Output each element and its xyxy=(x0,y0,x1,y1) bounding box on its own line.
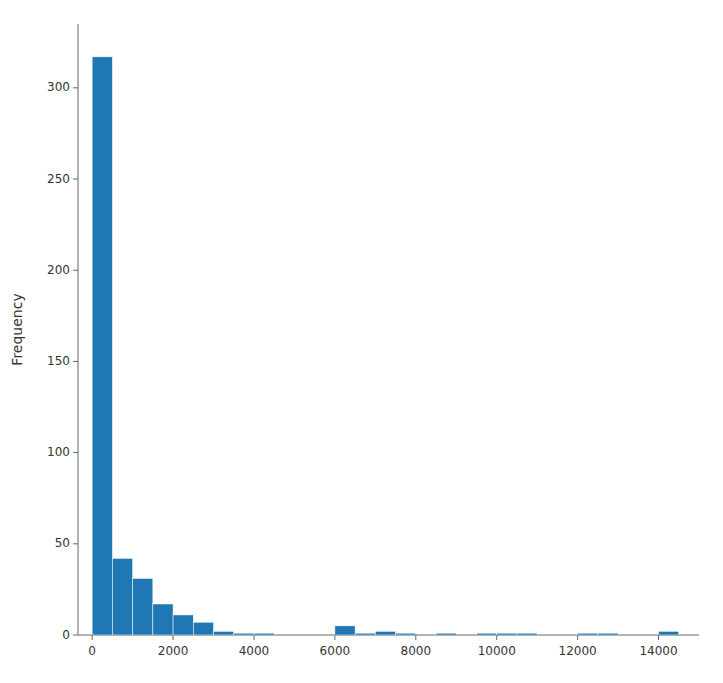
x-tick xyxy=(658,635,659,640)
histogram-bar xyxy=(659,631,679,635)
y-tick-label: 50 xyxy=(55,536,70,550)
histogram-bar xyxy=(153,604,173,635)
x-axis: 0 2000 4000 6000 8000 10000 12000 14000 xyxy=(78,635,699,658)
histogram-bar xyxy=(193,622,213,635)
histogram-bar xyxy=(375,631,395,635)
x-tick xyxy=(496,635,497,640)
y-tick-label: 300 xyxy=(47,80,70,94)
chart-container: 0 50 100 150 200 250 300 0 2000 4000 6000 8000 10000… xyxy=(0,0,723,683)
histogram-bar xyxy=(133,578,153,635)
x-tick-label: 0 xyxy=(88,644,96,658)
x-tick xyxy=(415,635,416,640)
y-tick xyxy=(73,635,78,636)
x-tick xyxy=(92,635,93,640)
histogram-bar xyxy=(315,635,335,636)
x-tick-label: 10000 xyxy=(478,644,516,658)
y-tick xyxy=(73,87,78,88)
y-tick xyxy=(73,452,78,453)
x-tick xyxy=(577,635,578,640)
histogram-bar xyxy=(557,635,577,636)
x-tick xyxy=(253,635,254,640)
histogram-bar xyxy=(476,633,496,635)
histogram-bar xyxy=(517,633,537,635)
x-tick-label: 12000 xyxy=(559,644,597,658)
histogram-bar xyxy=(112,558,132,635)
y-tick xyxy=(73,270,78,271)
histogram-bar xyxy=(92,57,112,635)
y-axis: 0 50 100 150 200 250 300 xyxy=(47,24,78,642)
histogram-bar xyxy=(335,626,355,635)
histogram-bar xyxy=(638,635,658,636)
x-tick-label: 2000 xyxy=(158,644,189,658)
histogram-bar xyxy=(274,635,294,636)
x-tick xyxy=(334,635,335,640)
y-tick xyxy=(73,179,78,180)
histogram-bar xyxy=(497,633,517,635)
histogram-bar xyxy=(234,633,254,635)
histogram-bar xyxy=(214,631,234,635)
y-axis-line xyxy=(78,24,79,635)
x-tick xyxy=(173,635,174,640)
y-tick-label: 250 xyxy=(47,172,70,186)
y-axis-label: Frequency xyxy=(9,293,25,365)
histogram-bar xyxy=(537,635,557,636)
histogram-bar xyxy=(598,633,618,635)
x-tick-label: 8000 xyxy=(401,644,432,658)
histogram-bar xyxy=(355,633,375,635)
y-tick-label: 100 xyxy=(47,445,70,459)
x-tick-label: 6000 xyxy=(320,644,351,658)
bars xyxy=(92,57,679,635)
histogram-bar xyxy=(254,633,274,635)
histogram-bar xyxy=(679,635,699,636)
x-tick-label: 4000 xyxy=(239,644,270,658)
histogram-bar xyxy=(294,635,314,636)
y-tick-label: 0 xyxy=(62,628,70,642)
histogram-bar xyxy=(618,635,638,636)
y-tick-label: 200 xyxy=(47,263,70,277)
y-tick xyxy=(73,361,78,362)
page: {"chart_data": {"type": "histogram", "yl… xyxy=(0,0,723,683)
y-tick-label: 150 xyxy=(47,354,70,368)
histogram-bar xyxy=(436,633,456,635)
x-tick-label: 14000 xyxy=(639,644,677,658)
histogram-bar xyxy=(416,635,436,636)
histogram-bar xyxy=(456,635,476,636)
y-tick xyxy=(73,543,78,544)
histogram-bar xyxy=(578,633,598,635)
chart-svg: 0 50 100 150 200 250 300 0 2000 4000 6000 8000 10000… xyxy=(0,0,723,683)
histogram-bar xyxy=(396,633,416,635)
histogram-bar xyxy=(173,615,193,635)
